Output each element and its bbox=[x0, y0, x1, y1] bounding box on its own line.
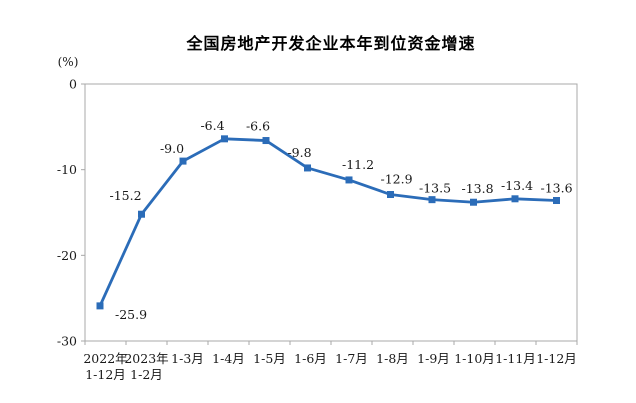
data-point bbox=[470, 198, 477, 206]
x-axis-category-label: 1-6月 bbox=[294, 351, 327, 366]
x-axis-category-label: 1-10月 bbox=[454, 351, 495, 366]
data-point-label: -25.9 bbox=[115, 307, 147, 322]
data-point-label: -9.8 bbox=[287, 145, 311, 160]
data-point bbox=[428, 196, 436, 204]
data-point bbox=[304, 164, 311, 172]
x-axis-category-label: 1-3月 bbox=[171, 351, 204, 366]
data-point-label: -11.2 bbox=[342, 157, 374, 172]
plot-frame bbox=[84, 83, 578, 342]
data-point-label: -12.9 bbox=[380, 172, 412, 187]
x-axis-category-label: 1-5月 bbox=[253, 351, 286, 366]
data-point-label: -13.6 bbox=[540, 181, 572, 196]
x-axis-category-label: 1-12月 bbox=[536, 351, 577, 366]
x-axis-category-label: 1-7月 bbox=[335, 351, 368, 366]
data-point bbox=[138, 210, 145, 218]
data-point-label: -6.4 bbox=[200, 118, 224, 133]
data-point bbox=[387, 191, 394, 199]
data-point-label: -15.2 bbox=[109, 188, 141, 203]
data-point bbox=[179, 157, 187, 165]
data-line bbox=[98, 137, 558, 308]
x-axis-category-label: 2023年 1-2月 bbox=[124, 351, 168, 382]
chart-title: 全国房地产开发企业本年到位资金增速 bbox=[186, 36, 476, 53]
data-point bbox=[262, 137, 270, 145]
data-point bbox=[511, 195, 519, 203]
y-axis-unit-label: (%) bbox=[57, 55, 79, 69]
y-axis-tick-label: 0 bbox=[69, 77, 77, 92]
data-point bbox=[96, 302, 104, 310]
data-point bbox=[221, 135, 228, 143]
x-axis-category-label: 1-11月 bbox=[495, 351, 536, 366]
x-axis-category-label: 1-9月 bbox=[417, 351, 450, 366]
data-point-label: -9.0 bbox=[160, 141, 184, 156]
data-point-label: -13.4 bbox=[501, 178, 533, 193]
data-point-label: -6.6 bbox=[246, 119, 270, 134]
x-axis-category-label: 1-8月 bbox=[376, 351, 409, 366]
data-point bbox=[345, 176, 353, 184]
data-point-label: -13.5 bbox=[419, 181, 451, 196]
y-axis-tick-label: -30 bbox=[57, 334, 77, 349]
x-axis-category-label: 1-4月 bbox=[212, 351, 245, 366]
y-axis-tick-label: -10 bbox=[57, 162, 77, 177]
data-point-label: -13.8 bbox=[461, 181, 493, 196]
y-axis-tick-label: -20 bbox=[57, 248, 77, 263]
data-point bbox=[553, 197, 560, 205]
x-axis-category-label: 2022年 1-12月 bbox=[83, 351, 127, 382]
